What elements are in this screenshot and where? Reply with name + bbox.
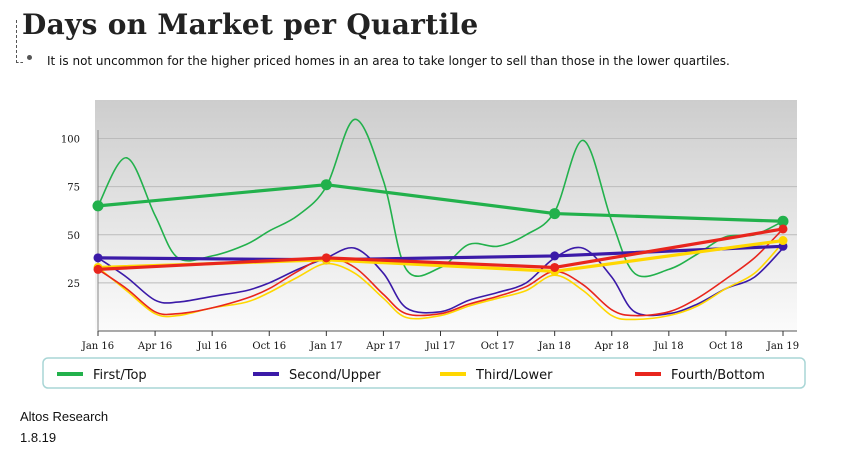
y-tick-label: 75 bbox=[67, 183, 80, 194]
annual-point-first-top bbox=[777, 215, 789, 227]
source-name: Altos Research bbox=[20, 409, 109, 424]
annual-point-first-top bbox=[549, 208, 561, 220]
source-date: 1.8.19 bbox=[20, 430, 57, 445]
y-tick-label: 50 bbox=[67, 231, 80, 242]
annual-trend-first-top bbox=[97, 183, 784, 223]
legend-label-fourth-bottom: Fourth/Bottom bbox=[671, 368, 765, 383]
x-tick-label: Oct 18 bbox=[709, 341, 743, 352]
source-note: Altos Research 1.8.19 bbox=[20, 406, 108, 448]
x-tick-label: Jul 17 bbox=[425, 341, 456, 352]
x-tick-label: Oct 17 bbox=[481, 341, 515, 352]
series-line-second-upper bbox=[97, 246, 784, 317]
subtitle-bullet bbox=[27, 55, 32, 60]
legend-box bbox=[42, 357, 806, 389]
x-tick-label: Jan 17 bbox=[309, 341, 342, 352]
legend-label-first-top: First/Top bbox=[93, 368, 147, 383]
x-tick-label: Jul 18 bbox=[653, 341, 684, 352]
annual-point-fourth-bottom bbox=[778, 224, 788, 234]
x-tick-label: Oct 16 bbox=[252, 341, 286, 352]
x-tick-label: Jul 16 bbox=[196, 341, 227, 352]
annual-point-fourth-bottom bbox=[321, 253, 331, 263]
subtitle: It is not uncommon for the higher priced… bbox=[47, 54, 730, 68]
annual-point-fourth-bottom bbox=[550, 262, 560, 272]
series-line-fourth-bottom bbox=[97, 228, 784, 317]
x-tick-label: Jan 19 bbox=[766, 341, 799, 352]
x-tick-label: Apr 17 bbox=[365, 341, 400, 352]
annual-point-first-top bbox=[320, 179, 332, 191]
legend-label-third-lower: Third/Lower bbox=[475, 368, 553, 383]
annual-point-first-top bbox=[92, 200, 104, 212]
plot-area bbox=[95, 100, 797, 331]
annual-point-second-upper bbox=[550, 251, 560, 261]
series-line-first-top bbox=[97, 118, 784, 278]
chart: 25 50 75 100 Jan 16 Apr 16 Jul 16 Oct 16 Jan 17 A… bbox=[42, 100, 806, 389]
annual-point-fourth-bottom bbox=[93, 264, 103, 274]
y-tick-label: 100 bbox=[61, 135, 80, 146]
title-bracket-decoration bbox=[16, 20, 23, 63]
x-tick-label: Jan 16 bbox=[81, 341, 114, 352]
y-tick-label: 25 bbox=[67, 279, 80, 290]
annual-point-third-lower bbox=[778, 236, 788, 246]
annual-trend-fourth-bottom bbox=[97, 227, 784, 271]
page-title: Days on Market per Quartile bbox=[22, 8, 479, 41]
x-tick-label: Apr 16 bbox=[137, 341, 172, 352]
x-tick-label: Jan 18 bbox=[538, 341, 571, 352]
legend-label-second-upper: Second/Upper bbox=[289, 368, 381, 383]
annual-trend-second-upper bbox=[97, 244, 784, 262]
x-tick-label: Apr 18 bbox=[594, 341, 629, 352]
annual-point-second-upper bbox=[93, 253, 103, 263]
